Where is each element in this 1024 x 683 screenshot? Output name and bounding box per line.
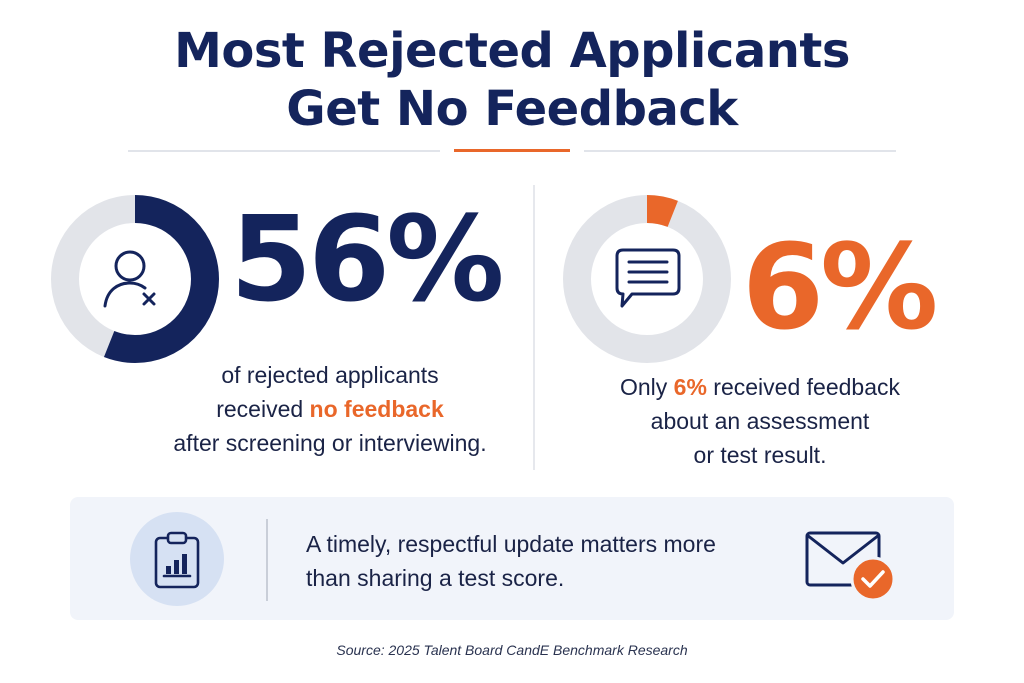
caption-right-line-1: Only 6% received feedback bbox=[570, 370, 950, 404]
title-line-1: Most Rejected Applicants bbox=[174, 23, 850, 79]
caption-left-line-3: after screening or interviewing. bbox=[173, 430, 487, 456]
caption-right-text-pre: Only bbox=[619, 374, 674, 400]
caption-left-text: received bbox=[216, 396, 310, 422]
clipboard-icon-badge bbox=[130, 512, 224, 606]
no-feedback-highlight: no feedback bbox=[309, 396, 444, 422]
caption-right-line-2: about an assessment bbox=[650, 408, 870, 434]
ring-track bbox=[563, 195, 731, 363]
ring-progress-arc bbox=[563, 195, 731, 363]
caption-right-line-3: or test result. bbox=[693, 442, 827, 468]
progress-ring-6 bbox=[562, 194, 732, 364]
title-rule-accent bbox=[454, 149, 570, 152]
takeaway-banner: A timely, respectful update matters more… bbox=[70, 497, 954, 620]
progress-ring-56 bbox=[50, 194, 220, 364]
source-note: Source: 2025 Talent Board CandE Benchmar… bbox=[336, 642, 688, 658]
six-percent-highlight: 6% bbox=[673, 374, 707, 400]
column-divider bbox=[533, 185, 535, 470]
title-rule-right bbox=[584, 150, 896, 152]
stat-6-percent: 6% bbox=[742, 218, 938, 356]
stat-left-caption: of rejected applicants received no feedb… bbox=[130, 358, 530, 460]
clipboard-chart-icon bbox=[154, 531, 200, 589]
caption-left-line-1: of rejected applicants bbox=[221, 362, 439, 388]
stat-56-percent: 56% bbox=[230, 190, 504, 328]
caption-left-line-2: received no feedback bbox=[130, 392, 530, 426]
ring-progress-arc bbox=[51, 195, 219, 363]
page-title: Most Rejected Applicants Get No Feedback bbox=[0, 22, 1024, 138]
user-x-icon bbox=[103, 250, 156, 308]
stat-right-caption: Only 6% received feedback about an asses… bbox=[570, 370, 950, 472]
caption-right-text-post: received feedback bbox=[706, 374, 900, 400]
banner-divider bbox=[266, 519, 268, 601]
envelope-check-icon bbox=[805, 531, 896, 602]
title-line-2: Get No Feedback bbox=[286, 81, 738, 137]
chat-bubble-icon bbox=[615, 248, 681, 308]
title-rule-left bbox=[128, 150, 440, 152]
banner-message-line-2: than sharing a test score. bbox=[306, 565, 565, 591]
banner-message-line-1: A timely, respectful update matters more bbox=[306, 531, 716, 557]
banner-message: A timely, respectful update matters more… bbox=[306, 527, 806, 595]
